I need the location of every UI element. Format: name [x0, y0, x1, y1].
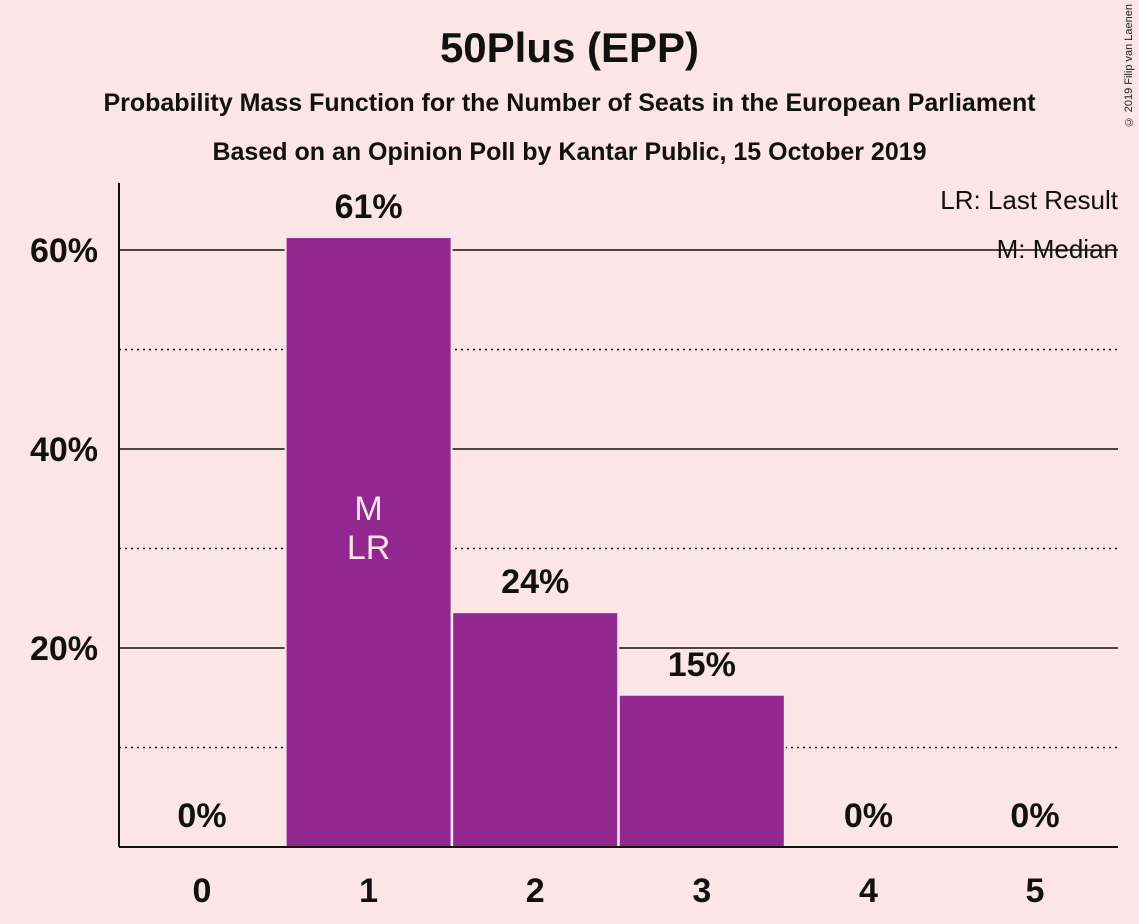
- x-tick-label-4: 4: [859, 872, 878, 910]
- y-tick-label-1: 40%: [30, 431, 98, 469]
- data-label-1: 61%: [335, 188, 403, 226]
- bar-3: [619, 695, 784, 847]
- chart-subtitle: Probability Mass Function for the Number…: [103, 89, 1036, 117]
- data-label-3: 15%: [668, 646, 736, 684]
- x-tick-label-1: 1: [359, 872, 378, 910]
- axes: [118, 183, 1118, 848]
- chart-subtitle-source: Based on an Opinion Poll by Kantar Publi…: [212, 138, 927, 166]
- chart-title: 50Plus (EPP): [439, 24, 700, 71]
- y-tick-label-0: 20%: [30, 630, 98, 668]
- x-tick-label-5: 5: [1026, 872, 1045, 910]
- bar-1: [286, 238, 451, 847]
- bars: [284, 236, 786, 847]
- legend-median: M: Median: [997, 234, 1118, 264]
- bar-2: [453, 613, 618, 847]
- data-label-5: 0%: [1010, 797, 1059, 835]
- y-tick-label-2: 60%: [30, 232, 98, 270]
- data-label-0: 0%: [177, 797, 226, 835]
- x-tick-label-0: 0: [193, 872, 212, 910]
- median-marker: M: [354, 490, 382, 528]
- x-tick-label-2: 2: [526, 872, 545, 910]
- data-label-4: 0%: [844, 797, 893, 835]
- legend: LR: Last Result M: Median: [940, 185, 1119, 264]
- last-result-marker: LR: [347, 529, 390, 567]
- data-label-2: 24%: [501, 563, 569, 601]
- x-tick-label-3: 3: [692, 872, 711, 910]
- legend-last-result: LR: Last Result: [940, 185, 1119, 215]
